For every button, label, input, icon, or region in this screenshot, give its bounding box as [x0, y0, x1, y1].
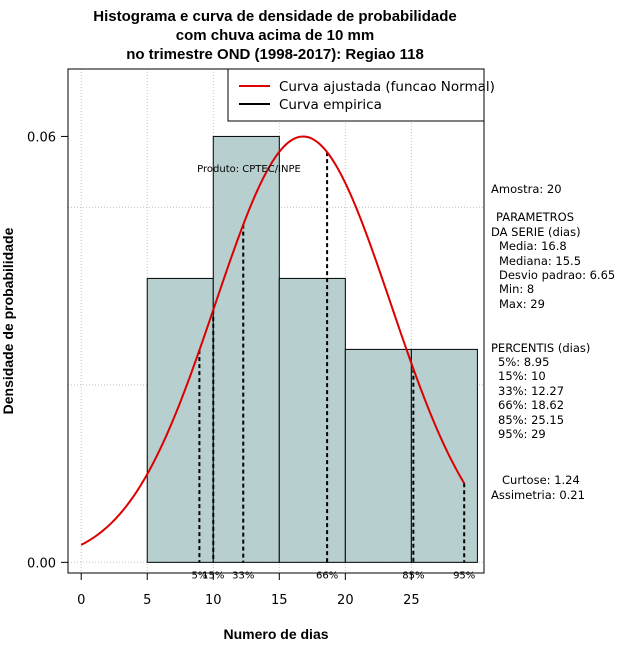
- percentile-label: 85%: [402, 570, 424, 581]
- legend: Curva ajustada (funcao Normal) Curva emp…: [227, 68, 495, 122]
- x-axis: 0 5 10 15 20 25: [77, 572, 420, 608]
- histogram-bar: [146, 277, 214, 563]
- y-axis-label: Densidade de probabilidade: [0, 227, 16, 414]
- x-tick-label: 10: [205, 593, 222, 608]
- percentile-label: 95%: [453, 570, 475, 581]
- legend-label-normal: Curva ajustada (funcao Normal): [279, 79, 495, 95]
- chart-title-line-1: Histograma e curva de densidade de proba…: [93, 8, 456, 25]
- percentile-33: 33%: 12.27: [498, 384, 564, 398]
- percentile-95: 95%: 29: [498, 427, 546, 441]
- stats-panel: Amostra: 20 PARAMETROS DA SERIE (dias) M…: [491, 182, 615, 502]
- histogram-bars: [146, 135, 478, 563]
- x-tick-label: 15: [271, 593, 288, 608]
- percentile-labels: 5%15% 33% 66% 85% 95%: [191, 570, 475, 581]
- percentile-85: 85%: 25.15: [498, 413, 564, 427]
- percentile-label: 33%: [232, 570, 254, 581]
- sample-size: Amostra: 20: [491, 182, 562, 196]
- normal-curve: [80, 135, 466, 546]
- params-subtitle: DA SERIE (dias): [491, 225, 581, 239]
- param-mean: Media: 16.8: [499, 239, 567, 253]
- skewness: Assimetria: 0.21: [491, 488, 585, 502]
- y-tick-label: 0.06: [27, 130, 56, 145]
- x-tick-label: 25: [403, 593, 420, 608]
- legend-box: [227, 68, 485, 122]
- params-title: PARAMETROS: [496, 210, 574, 224]
- percentile-label: 66%: [316, 570, 338, 581]
- histogram-bar: [344, 348, 412, 563]
- producer-annotation: Produto: CPTEC/INPE: [197, 164, 301, 175]
- param-stddev: Desvio padrao: 6.65: [499, 268, 615, 282]
- percentile-66: 66%: 18.62: [498, 398, 564, 412]
- percentile-lines: [198, 152, 466, 563]
- param-median: Mediana: 15.5: [499, 254, 581, 268]
- x-tick-label: 0: [77, 593, 85, 608]
- histogram-bar: [278, 277, 346, 563]
- legend-label-empirical: Curva empirica: [279, 97, 382, 113]
- chart-title-line-2: com chuva acima de 10 mm: [176, 27, 374, 44]
- x-tick-label: 5: [143, 593, 151, 608]
- param-max: Max: 29: [499, 297, 545, 311]
- percentiles-title: PERCENTIS (dias): [491, 341, 590, 355]
- x-axis-label: Numero de dias: [223, 626, 328, 642]
- param-min: Min: 8: [499, 282, 534, 296]
- percentile-label: 5%: [191, 570, 207, 581]
- kurtosis: Curtose: 1.24: [502, 473, 580, 487]
- histogram-bar: [212, 135, 280, 563]
- y-tick-label: 0.00: [27, 556, 56, 571]
- chart-title-line-3: no trimestre OND (1998-2017): Regiao 118: [126, 46, 424, 63]
- histogram-bar: [410, 348, 478, 563]
- x-tick-label: 20: [337, 593, 354, 608]
- percentile-5: 5%: 8.95: [498, 355, 549, 369]
- y-axis: 0.00 0.06: [27, 130, 69, 571]
- percentile-15: 15%: 10: [498, 369, 546, 383]
